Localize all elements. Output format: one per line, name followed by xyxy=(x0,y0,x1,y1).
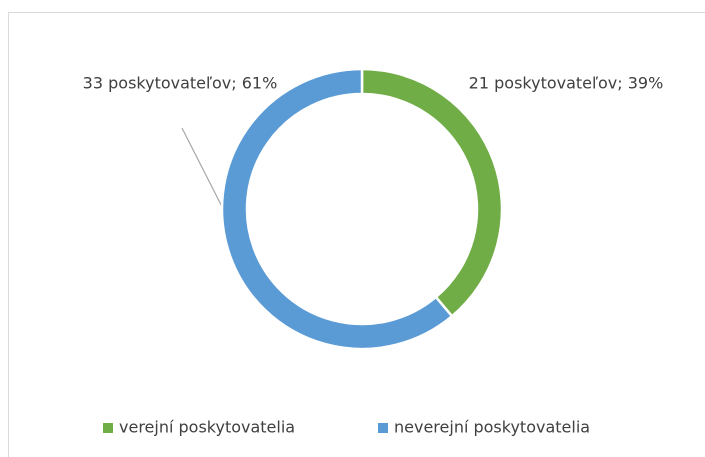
data-label: 33 poskytovateľov; 61% xyxy=(83,74,278,93)
donut-segment xyxy=(220,67,454,351)
legend-label: neverejní poskytovatelia xyxy=(394,418,590,437)
data-label: 21 poskytovateľov; 39% xyxy=(469,74,664,93)
legend-label: verejní poskytovatelia xyxy=(119,418,295,437)
legend-swatch xyxy=(378,423,388,433)
legend-swatch xyxy=(103,423,113,433)
